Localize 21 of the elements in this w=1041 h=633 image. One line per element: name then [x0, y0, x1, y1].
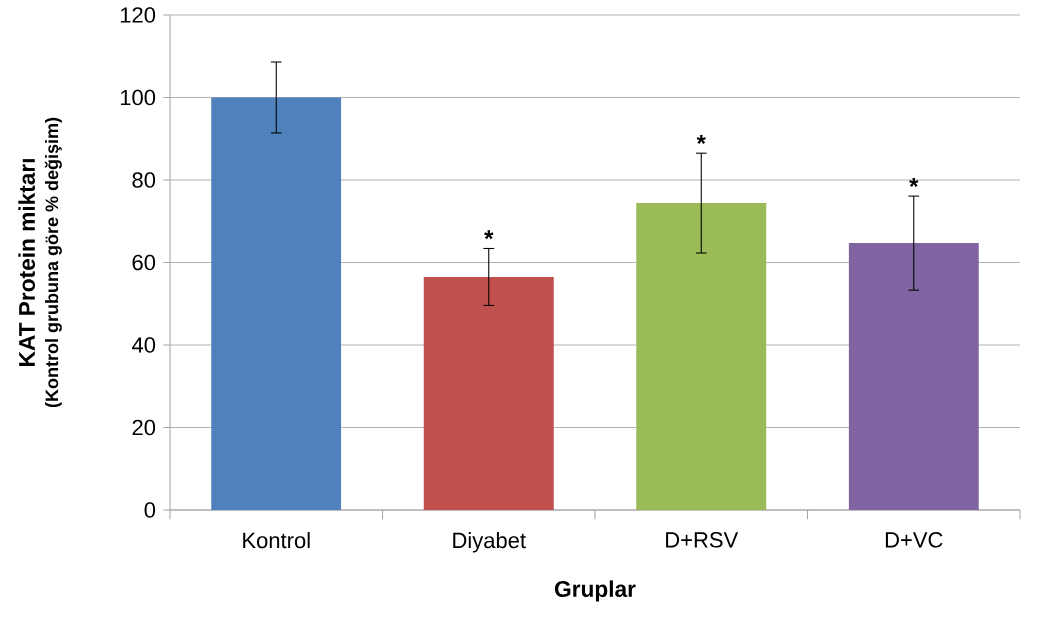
x-tick-label: D+RSV [666, 532, 739, 548]
text: (Kontrol grubuna göre % değişim) [44, 117, 62, 408]
annotation: * [484, 230, 494, 240]
y-tick-label: 40 [131, 337, 156, 353]
y-tick-label: 80 [132, 172, 156, 188]
y-tick-label: 100 [120, 89, 156, 106]
y-tick-label: 0 [144, 502, 156, 518]
y-tick-label: 120 [120, 7, 156, 23]
bar [636, 203, 767, 510]
x-tick-label: Diyabet [453, 532, 526, 553]
x-axis-title: Gruplar [554, 580, 636, 602]
bar [848, 243, 979, 510]
x-tick-label: Kontrol [243, 532, 310, 549]
annotation: * [909, 177, 919, 187]
y-axis-title: KAT Protein miktarı [18, 159, 35, 366]
bar [423, 276, 554, 510]
y-tick-label: 20 [132, 419, 156, 436]
bar [211, 97, 342, 510]
annotation: * [696, 135, 706, 144]
y-tick-label: 60 [132, 254, 156, 271]
x-tick-label: D+VC [885, 532, 943, 548]
